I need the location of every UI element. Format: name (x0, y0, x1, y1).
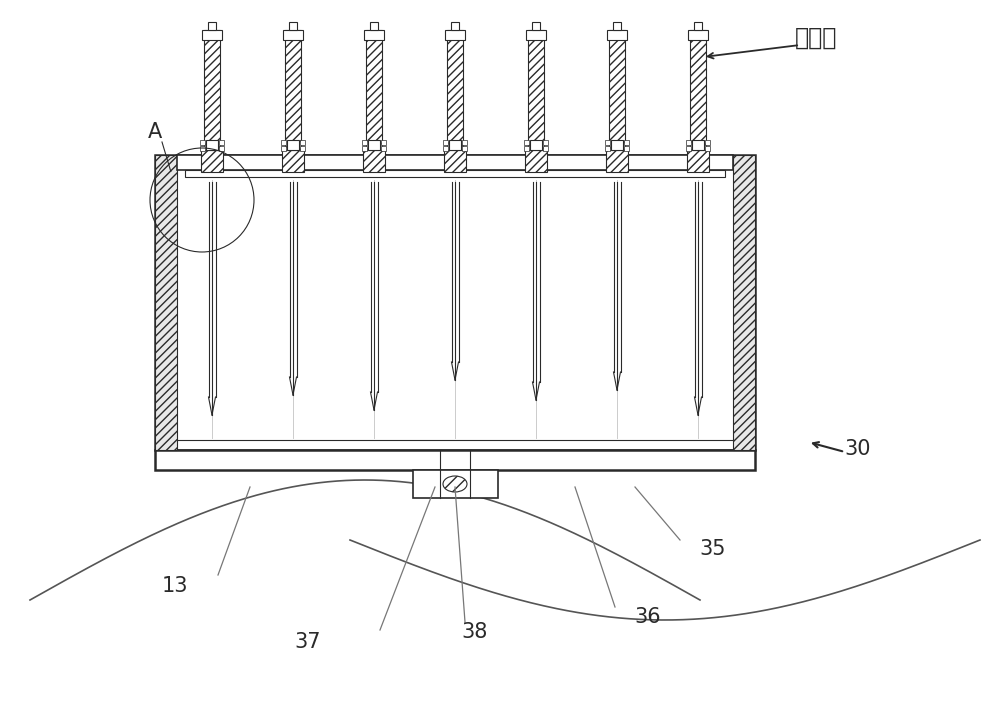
Bar (692, 140, 704, 150)
Bar (690, 30, 706, 150)
Bar (462, 146, 467, 151)
Bar (287, 140, 299, 150)
Bar (201, 150, 223, 172)
Bar (532, 22, 540, 30)
Bar (443, 140, 448, 145)
Text: 30: 30 (845, 439, 871, 459)
Bar (363, 150, 385, 172)
Bar (200, 140, 205, 145)
Bar (605, 146, 610, 151)
Bar (606, 150, 628, 172)
Bar (300, 146, 305, 151)
Bar (607, 30, 627, 40)
Bar (688, 30, 708, 40)
Bar (283, 30, 303, 40)
Bar (285, 30, 301, 150)
Text: 37: 37 (295, 632, 321, 652)
Bar (289, 22, 297, 30)
Text: 气腹针: 气腹针 (795, 26, 837, 50)
Bar (208, 22, 216, 30)
Bar (155, 155, 755, 450)
Bar (686, 140, 691, 145)
Text: A: A (148, 122, 162, 142)
Text: 13: 13 (162, 576, 188, 596)
Bar (451, 22, 459, 30)
Bar (528, 30, 544, 150)
Bar (449, 140, 461, 150)
Text: 35: 35 (700, 539, 726, 559)
Bar (686, 146, 691, 151)
Bar (447, 30, 463, 150)
Bar (705, 146, 710, 151)
Bar (613, 22, 621, 30)
Bar (155, 450, 755, 470)
Bar (694, 22, 702, 30)
Bar (443, 146, 448, 151)
Ellipse shape (443, 476, 467, 492)
Bar (524, 146, 529, 151)
Bar (155, 155, 177, 450)
Bar (444, 150, 466, 172)
Bar (281, 146, 286, 151)
Bar (362, 140, 367, 145)
Bar (364, 30, 384, 40)
Bar (282, 150, 304, 172)
Bar (202, 30, 222, 40)
Bar (281, 140, 286, 145)
Bar (525, 150, 547, 172)
Bar (624, 146, 629, 151)
Bar (300, 140, 305, 145)
Bar (368, 140, 380, 150)
Bar (526, 30, 546, 40)
Bar (177, 155, 733, 170)
Bar (362, 146, 367, 151)
Bar (381, 140, 386, 145)
Bar (733, 155, 755, 450)
Bar (524, 140, 529, 145)
Bar (624, 140, 629, 145)
Bar (165, 165, 745, 440)
Bar (611, 140, 623, 150)
Bar (687, 150, 709, 172)
Text: 38: 38 (462, 622, 488, 642)
Bar (204, 30, 220, 150)
Bar (609, 30, 625, 150)
Bar (543, 140, 548, 145)
Bar (543, 146, 548, 151)
Bar (200, 146, 205, 151)
Bar (705, 140, 710, 145)
Text: 36: 36 (635, 607, 661, 627)
Bar (445, 30, 465, 40)
Bar (605, 140, 610, 145)
Bar (530, 140, 542, 150)
Bar (185, 170, 725, 177)
Bar (219, 140, 224, 145)
Bar (219, 146, 224, 151)
Bar (462, 140, 467, 145)
Bar (206, 140, 218, 150)
Bar (381, 146, 386, 151)
Bar (370, 22, 378, 30)
Bar (366, 30, 382, 150)
Bar (413, 470, 498, 498)
